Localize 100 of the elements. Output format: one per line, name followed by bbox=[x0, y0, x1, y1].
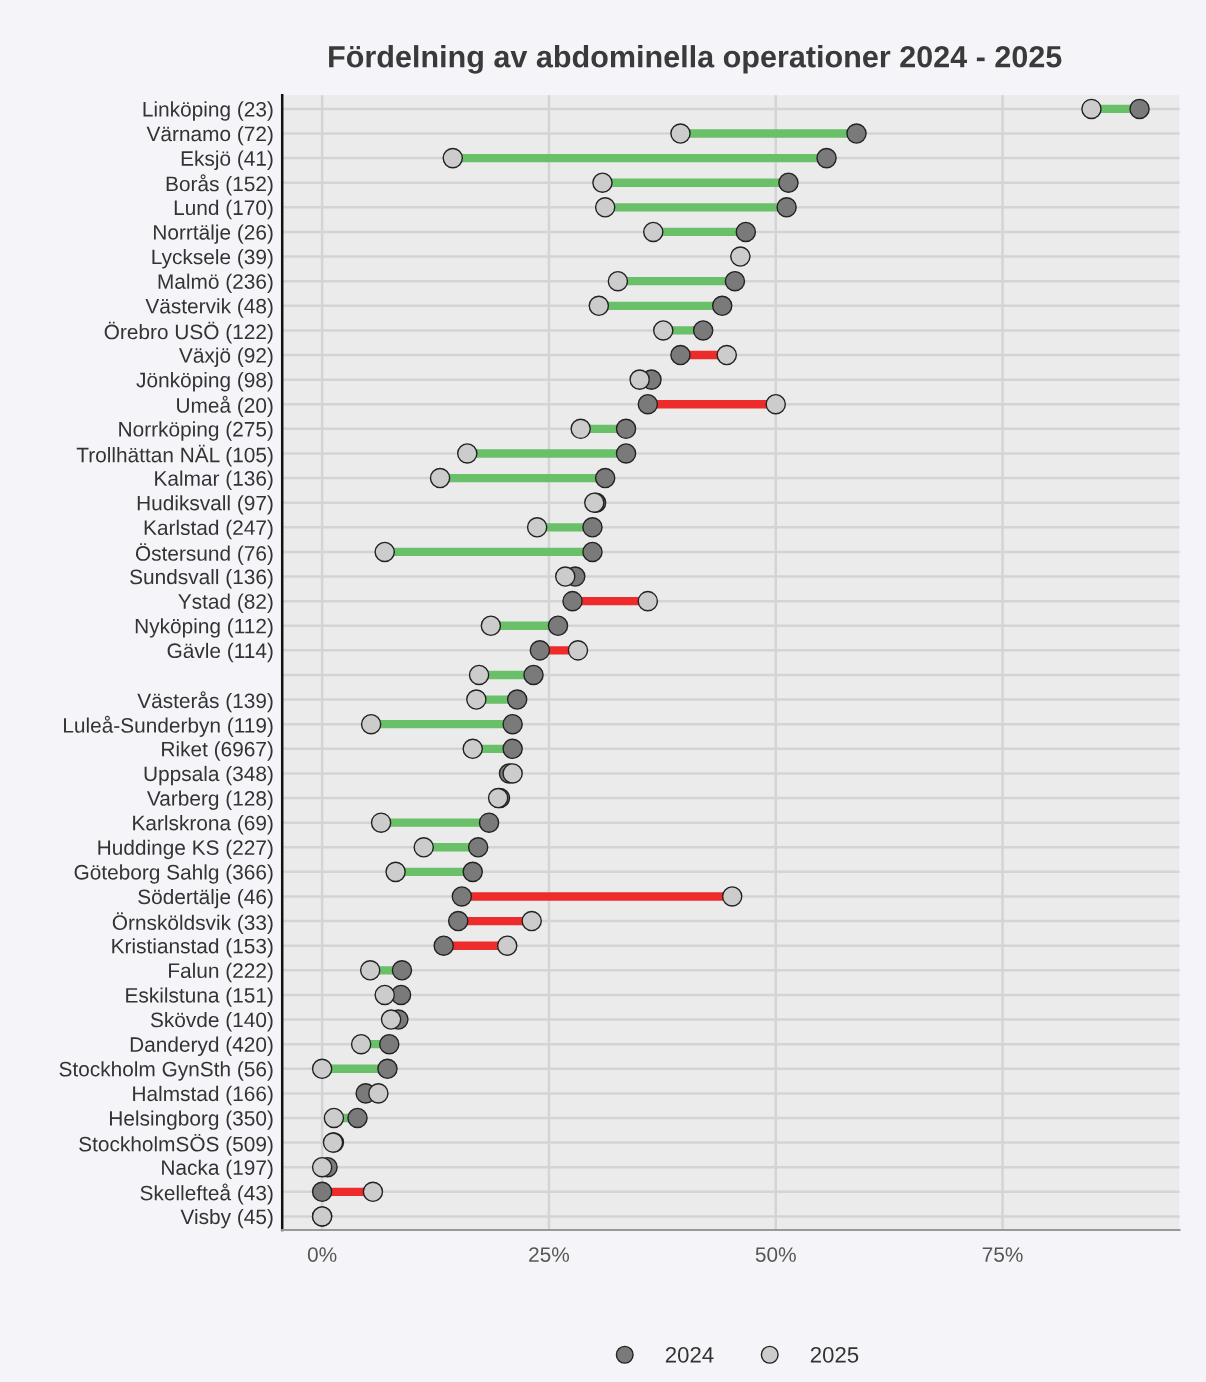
point bbox=[380, 1009, 402, 1030]
y-tick-label: Jönköping (98) bbox=[136, 372, 273, 392]
point bbox=[442, 147, 464, 169]
y-tick-label: Kalmar (136) bbox=[155, 470, 273, 490]
point bbox=[816, 147, 837, 169]
point bbox=[765, 393, 787, 415]
y-tick-label: Lycksele (39) bbox=[152, 249, 273, 269]
y-tick-label: Danderyd (420) bbox=[130, 1036, 273, 1057]
point bbox=[467, 836, 489, 858]
point bbox=[433, 935, 454, 956]
y-tick-label: Värnamo (72) bbox=[146, 125, 273, 146]
point bbox=[374, 984, 395, 1006]
y-tick-label: Örnsköldsvik (33) bbox=[112, 912, 273, 935]
point bbox=[730, 246, 751, 267]
point bbox=[629, 369, 650, 390]
point bbox=[567, 640, 589, 661]
point bbox=[594, 197, 616, 218]
y-tick-label: Halmstad (166) bbox=[133, 1085, 273, 1106]
point bbox=[721, 886, 743, 907]
y-tick-label: Linköping (23) bbox=[143, 101, 273, 121]
y-tick-label: Norrköping (275) bbox=[119, 421, 273, 441]
y-tick-label: Västerås (139) bbox=[137, 691, 273, 713]
point bbox=[502, 713, 523, 735]
y-tick-label: Varberg (128) bbox=[146, 790, 273, 810]
point bbox=[526, 517, 548, 538]
y-tick-label: Lund (170) bbox=[174, 199, 273, 220]
point bbox=[457, 443, 478, 464]
point bbox=[377, 1058, 398, 1080]
point bbox=[846, 123, 867, 144]
point bbox=[462, 738, 483, 760]
point bbox=[391, 960, 413, 981]
y-tick-label: Uppsala (348) bbox=[144, 765, 273, 786]
point bbox=[592, 172, 613, 193]
y-tick-label: Sundsvall (136) bbox=[130, 568, 273, 589]
point bbox=[637, 590, 659, 612]
y-tick-label: Trollhättan NÄL (105) bbox=[76, 444, 273, 467]
y-tick-label: Riket (6967) bbox=[162, 741, 273, 761]
y-tick-label: Örebro USÖ (122) bbox=[104, 321, 273, 344]
point bbox=[607, 270, 629, 292]
point bbox=[588, 295, 610, 317]
point bbox=[670, 344, 691, 366]
y-tick-label: Norrtälje (26) bbox=[154, 224, 273, 244]
point bbox=[360, 713, 382, 735]
y-tick-label: Ystad (82) bbox=[178, 593, 273, 613]
point bbox=[554, 566, 576, 587]
point bbox=[716, 344, 738, 366]
point bbox=[1129, 98, 1150, 120]
point bbox=[311, 1058, 333, 1080]
point bbox=[615, 418, 637, 440]
y-tick-label: Eksjö (41) bbox=[181, 150, 273, 170]
point bbox=[594, 467, 616, 489]
y-tick-label: Falun (222) bbox=[169, 962, 273, 983]
point bbox=[615, 443, 637, 464]
point bbox=[362, 1181, 384, 1203]
y-tick-label: Eskilstuna (151) bbox=[126, 987, 273, 1007]
point bbox=[521, 910, 542, 932]
point bbox=[359, 960, 381, 981]
point bbox=[711, 295, 733, 317]
chart-title: Fördelning av abdominella operationer 2024 - 2025 bbox=[329, 45, 1062, 74]
x-tick-label: 75% bbox=[982, 1247, 1023, 1262]
y-tick-label: Nacka (197) bbox=[162, 1159, 273, 1180]
y-tick-label: Borås (152) bbox=[166, 174, 273, 196]
y-tick-label: Hudiksvall (97) bbox=[137, 495, 273, 515]
point bbox=[776, 197, 797, 218]
point bbox=[368, 1083, 389, 1104]
point bbox=[670, 123, 691, 144]
y-tick-label: Göteborg Sahlg (366) bbox=[74, 864, 273, 884]
y-tick-label: Växjö (92) bbox=[179, 347, 273, 367]
point bbox=[570, 418, 591, 440]
y-tick-label: Visby (45) bbox=[180, 1208, 273, 1229]
point bbox=[1081, 98, 1102, 120]
y-tick-label: Helsingborg (350) bbox=[109, 1110, 273, 1130]
y-tick-label: StockholmSÖS (509) bbox=[79, 1133, 273, 1156]
point bbox=[347, 1107, 368, 1129]
y-tick-label: Kristianstad (153) bbox=[112, 938, 273, 958]
point bbox=[462, 861, 483, 883]
y-tick-label: Skellefteå (43) bbox=[140, 1183, 273, 1205]
point bbox=[370, 812, 392, 833]
point bbox=[496, 935, 518, 956]
point bbox=[374, 541, 395, 563]
point bbox=[724, 270, 746, 292]
point bbox=[562, 590, 583, 612]
y-tick-label: Östersund (76) bbox=[135, 543, 273, 565]
y-tick-label: Luleå-Sunderbyn (119) bbox=[64, 715, 273, 737]
y-tick-label: Umeå (20) bbox=[177, 395, 273, 417]
point bbox=[468, 664, 490, 686]
point bbox=[735, 221, 757, 243]
y-tick-label: Skövde (140) bbox=[150, 1012, 273, 1032]
y-tick-label: Karlskrona (69) bbox=[133, 815, 273, 835]
y-tick-label: Gävle (114) bbox=[167, 642, 273, 663]
x-tick-label: 50% bbox=[755, 1247, 796, 1262]
point bbox=[582, 541, 603, 563]
point bbox=[692, 320, 714, 341]
point bbox=[480, 615, 502, 637]
y-tick-label: Karlstad (247) bbox=[144, 519, 273, 540]
point bbox=[385, 861, 406, 883]
y-tick-label: Stockholm GynSth (56) bbox=[59, 1061, 273, 1081]
point bbox=[451, 886, 473, 907]
y-tick-label: Västervik (48) bbox=[145, 298, 273, 318]
x-tick-label: 25% bbox=[529, 1247, 570, 1262]
